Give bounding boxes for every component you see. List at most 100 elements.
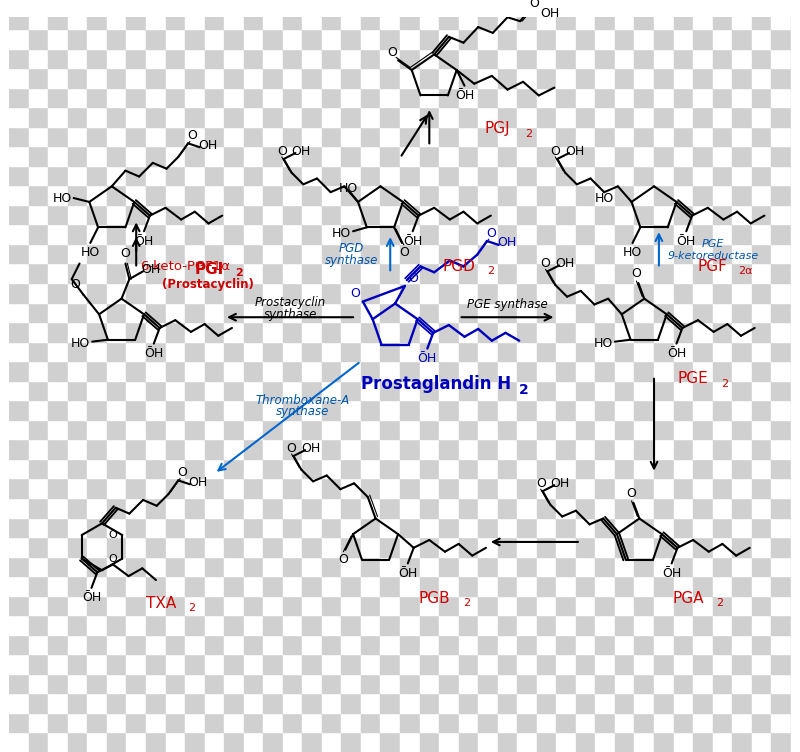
Bar xyxy=(282,322,302,341)
Bar xyxy=(439,713,458,732)
Bar xyxy=(9,381,29,400)
Bar xyxy=(458,322,478,341)
Bar xyxy=(693,49,713,68)
Bar xyxy=(68,517,87,537)
Bar xyxy=(576,517,595,537)
Bar xyxy=(322,244,342,263)
Bar xyxy=(146,478,166,498)
Bar xyxy=(302,478,322,498)
Bar xyxy=(498,302,518,322)
Bar xyxy=(29,108,48,126)
Bar xyxy=(615,108,634,126)
Bar xyxy=(478,263,498,283)
Bar xyxy=(556,165,576,185)
Bar xyxy=(263,478,282,498)
Bar xyxy=(166,108,185,126)
Bar xyxy=(185,283,205,302)
Bar xyxy=(478,576,498,596)
Text: ŌH: ŌH xyxy=(82,591,101,604)
Bar xyxy=(29,302,48,322)
Bar xyxy=(537,537,556,556)
Bar xyxy=(185,420,205,439)
Bar xyxy=(87,283,107,302)
Bar xyxy=(224,185,244,205)
Bar xyxy=(9,654,29,674)
Bar xyxy=(342,674,361,693)
Bar xyxy=(146,244,166,263)
Bar xyxy=(439,205,458,224)
Bar xyxy=(9,108,29,126)
Bar xyxy=(185,244,205,263)
Bar xyxy=(87,126,107,146)
Bar xyxy=(400,126,419,146)
Bar xyxy=(302,224,322,244)
Bar xyxy=(244,263,263,283)
Bar xyxy=(556,244,576,263)
Bar xyxy=(107,341,126,361)
Bar xyxy=(166,88,185,108)
Bar xyxy=(595,732,615,752)
Bar xyxy=(381,713,400,732)
Bar xyxy=(419,146,439,165)
Bar xyxy=(595,576,615,596)
Bar xyxy=(537,439,556,459)
Bar xyxy=(48,517,68,537)
Bar xyxy=(342,29,361,49)
Bar xyxy=(361,263,381,283)
Bar xyxy=(732,635,752,654)
Bar xyxy=(771,10,791,29)
Bar xyxy=(263,361,282,381)
Bar xyxy=(244,654,263,674)
Text: HO: HO xyxy=(338,182,358,195)
Bar xyxy=(478,10,498,29)
Bar xyxy=(400,556,419,576)
Bar xyxy=(244,517,263,537)
Bar xyxy=(478,49,498,68)
Bar xyxy=(439,361,458,381)
Bar xyxy=(322,126,342,146)
Bar xyxy=(634,439,654,459)
Bar xyxy=(419,537,439,556)
Bar xyxy=(342,693,361,713)
Bar xyxy=(166,381,185,400)
Bar xyxy=(185,732,205,752)
Bar xyxy=(615,283,634,302)
Bar xyxy=(478,29,498,49)
Bar xyxy=(224,596,244,615)
Bar xyxy=(87,146,107,165)
Bar xyxy=(634,420,654,439)
Text: synthase: synthase xyxy=(276,405,329,419)
Bar xyxy=(400,244,419,263)
Bar xyxy=(595,283,615,302)
Bar xyxy=(400,674,419,693)
Bar xyxy=(361,478,381,498)
Bar xyxy=(146,88,166,108)
Bar xyxy=(771,224,791,244)
Bar xyxy=(634,615,654,635)
Bar xyxy=(87,322,107,341)
Text: PGI: PGI xyxy=(195,262,224,277)
Bar xyxy=(458,381,478,400)
Bar xyxy=(282,674,302,693)
Bar xyxy=(556,713,576,732)
Bar xyxy=(674,146,693,165)
Bar xyxy=(693,537,713,556)
Bar xyxy=(771,88,791,108)
Bar xyxy=(556,674,576,693)
Bar xyxy=(342,302,361,322)
Bar xyxy=(400,205,419,224)
Bar xyxy=(693,126,713,146)
Bar xyxy=(439,146,458,165)
Bar xyxy=(146,635,166,654)
Bar xyxy=(381,459,400,478)
Bar xyxy=(458,400,478,420)
Bar xyxy=(9,244,29,263)
Bar xyxy=(342,615,361,635)
Bar xyxy=(771,185,791,205)
Bar xyxy=(752,596,771,615)
Bar xyxy=(146,341,166,361)
Bar xyxy=(693,556,713,576)
Bar xyxy=(400,185,419,205)
Bar xyxy=(634,576,654,596)
Bar xyxy=(439,224,458,244)
